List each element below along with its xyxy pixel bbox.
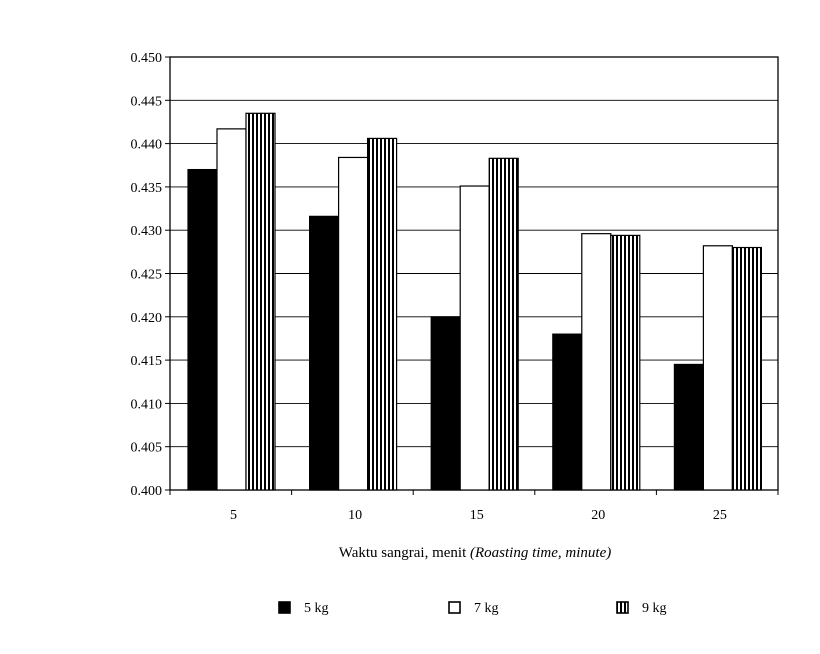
x-axis-title-main: Waktu sangrai, menit [339,545,467,561]
bar [245,112,276,491]
bar [581,233,612,491]
x-tick-label: 20 [591,508,605,523]
bar [702,245,734,491]
y-tick-label: 0.425 [131,268,163,283]
legend-swatch [448,601,461,614]
bar [459,185,490,491]
bar [552,333,583,491]
x-tick-label: 5 [230,508,237,523]
y-tick-label: 0.410 [131,397,163,412]
x-axis-title: Waktu sangrai, menit (Roasting time, min… [339,545,612,561]
bar [673,363,705,491]
bar [216,128,247,491]
legend: 5 kg 7 kg 9 kg [278,601,667,616]
y-tick-label: 0.445 [131,94,163,109]
bar [309,215,340,491]
bar [430,316,461,491]
bar [367,137,398,491]
y-tick-label: 0.420 [131,311,163,326]
bar [488,157,519,491]
y-tick-label: 0.440 [131,138,163,153]
bar [731,246,763,491]
legend-swatch [616,601,629,614]
x-axis-title-italic: (Roasting time, minute) [470,545,611,561]
y-tick-label: 0.415 [131,354,163,369]
legend-label: 7 kg [474,601,499,616]
bar [610,234,641,491]
x-tick-label: 25 [713,508,727,523]
y-tick-label: 0.450 [131,51,163,66]
y-tick-label: 0.405 [131,441,163,456]
bar [338,156,369,491]
legend-label: 5 kg [304,601,329,616]
x-tick-label: 10 [348,508,362,523]
legend-label: 9 kg [642,601,667,616]
bar [187,168,218,491]
y-tick-label: 0.435 [131,181,163,196]
y-tick-label: 0.430 [131,224,163,239]
x-tick-label: 15 [470,508,484,523]
legend-swatch [278,601,291,614]
y-tick-label: 0.400 [131,484,163,499]
